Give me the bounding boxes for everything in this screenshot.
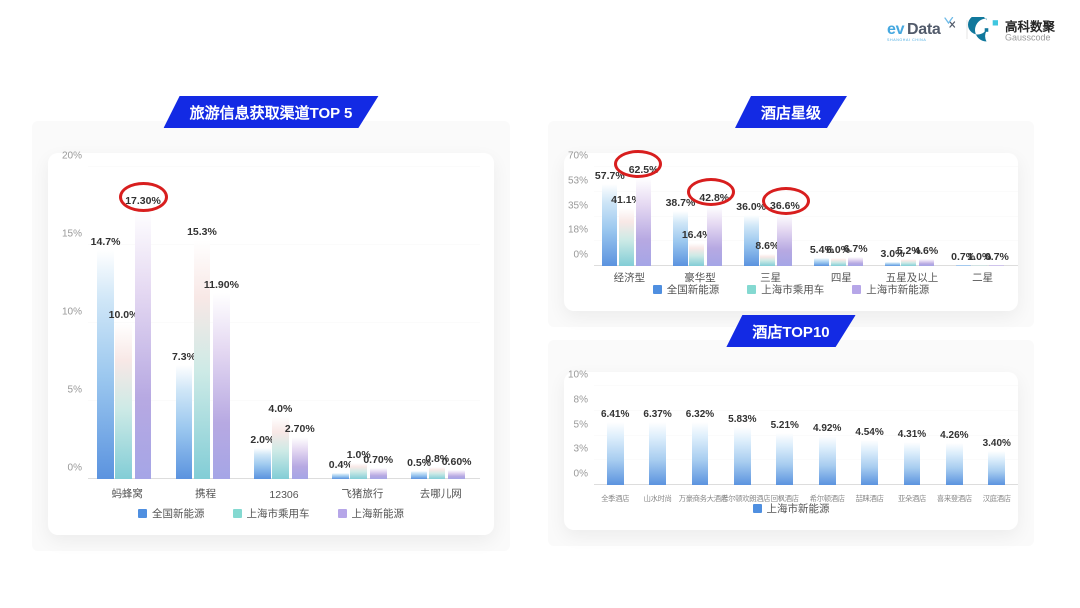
svg-text:SHANGHAI CHINA: SHANGHAI CHINA <box>887 38 926 42</box>
svg-text:Data: Data <box>907 21 941 38</box>
svg-text:ev: ev <box>887 21 905 38</box>
svg-text:Gausscode: Gausscode <box>1005 33 1051 43</box>
